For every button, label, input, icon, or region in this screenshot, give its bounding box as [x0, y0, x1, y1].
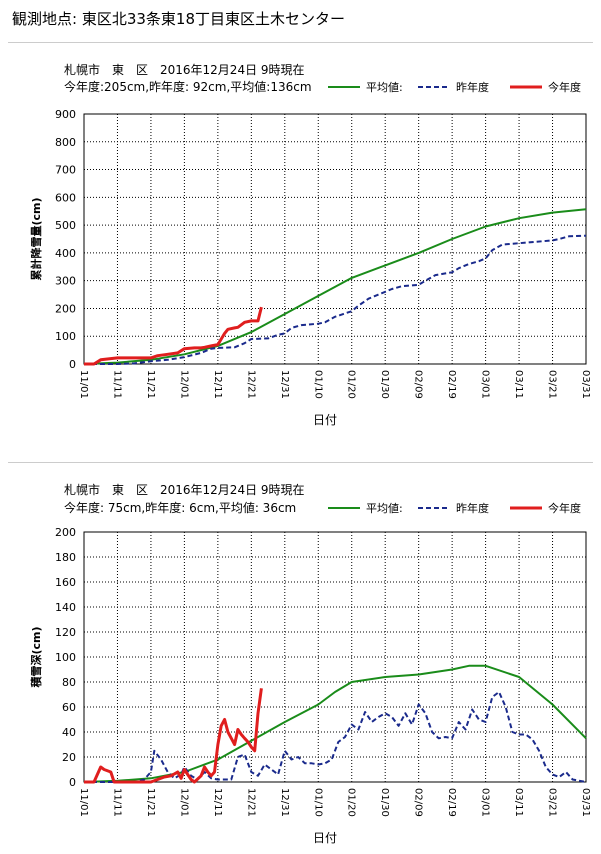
y-tick-label: 40 [62, 726, 76, 739]
x-tick-label: 03/01 [480, 788, 491, 817]
y-tick-label: 400 [55, 247, 76, 260]
y-tick-label: 500 [55, 219, 76, 232]
y-tick-label: 80 [62, 676, 76, 689]
chart-subtitle: 今年度:205cm,昨年度: 92cm,平均値:136cm [64, 79, 312, 94]
y-tick-label: 700 [55, 164, 76, 177]
x-tick-label: 12/21 [245, 370, 256, 399]
y-axis-label: 積雪深(cm) [29, 626, 43, 688]
y-tick-label: 200 [55, 526, 76, 539]
x-tick-label: 02/19 [446, 370, 457, 399]
chart-subtitle: 今年度: 75cm,昨年度: 6cm,平均値: 36cm [64, 500, 296, 515]
y-tick-label: 180 [55, 551, 76, 564]
x-tick-label: 01/20 [346, 370, 357, 399]
x-tick-label: 12/01 [178, 370, 189, 399]
plot-frame [83, 113, 587, 365]
x-tick-label: 11/01 [78, 788, 89, 817]
x-tick-label: 03/31 [580, 788, 591, 817]
x-tick-label: 11/01 [78, 370, 89, 399]
y-tick-label: 100 [55, 330, 76, 343]
x-tick-label: 11/11 [111, 370, 122, 399]
page-title: 観測地点: 東区北33条東18丁目東区土木センター [12, 10, 345, 28]
legend-label: 今年度 [548, 501, 581, 515]
legend-label: 平均値: [366, 502, 403, 515]
divider-middle [8, 462, 593, 463]
chart-title: 札幌市 東 区 2016年12月24日 9時現在 [64, 62, 305, 77]
y-tick-label: 120 [55, 626, 76, 639]
legend-label: 平均値: [366, 81, 403, 94]
x-tick-label: 03/21 [547, 788, 558, 817]
x-tick-label: 02/09 [413, 788, 424, 817]
y-tick-label: 0 [69, 358, 76, 371]
y-tick-label: 200 [55, 302, 76, 315]
x-tick-label: 11/21 [145, 370, 156, 399]
y-tick-label: 60 [62, 701, 76, 714]
chart-title: 札幌市 東 区 2016年12月24日 9時現在 [64, 482, 305, 497]
y-tick-label: 600 [55, 191, 76, 204]
x-tick-label: 01/10 [312, 788, 323, 817]
y-axis-label: 累計降雪量(cm) [29, 197, 43, 280]
legend-label: 今年度 [548, 80, 581, 94]
series-line-this-year [84, 306, 263, 366]
y-tick-label: 900 [55, 108, 76, 121]
y-tick-label: 140 [55, 601, 76, 614]
legend-label: 昨年度 [456, 80, 489, 94]
x-tick-label: 03/21 [547, 370, 558, 399]
x-tick-label: 01/10 [312, 370, 323, 399]
x-tick-label: 01/30 [379, 370, 390, 399]
x-tick-label: 11/11 [111, 788, 122, 817]
y-tick-label: 160 [55, 576, 76, 589]
series-line-last-year [84, 691, 587, 783]
x-tick-label: 12/11 [212, 370, 223, 399]
x-axis-label: 日付 [313, 831, 337, 845]
x-tick-label: 03/31 [580, 370, 591, 399]
y-tick-label: 300 [55, 275, 76, 288]
legend-label: 昨年度 [456, 501, 489, 515]
y-tick-label: 0 [69, 776, 76, 789]
series-line-last-year [84, 234, 587, 365]
x-tick-label: 12/31 [279, 788, 290, 817]
x-axis-label: 日付 [313, 413, 337, 427]
x-tick-label: 12/01 [178, 788, 189, 817]
series-line-this-year [84, 688, 263, 784]
x-tick-label: 12/31 [279, 370, 290, 399]
x-tick-label: 01/30 [379, 788, 390, 817]
y-tick-label: 100 [55, 651, 76, 664]
series-line-average [83, 208, 587, 365]
divider-top [8, 42, 593, 43]
x-tick-label: 11/21 [145, 788, 156, 817]
x-tick-label: 03/11 [513, 370, 524, 399]
x-tick-label: 02/19 [446, 788, 457, 817]
x-tick-label: 01/20 [346, 788, 357, 817]
y-tick-label: 20 [62, 751, 76, 764]
x-tick-label: 12/21 [245, 788, 256, 817]
x-tick-label: 02/09 [413, 370, 424, 399]
y-tick-label: 800 [55, 136, 76, 149]
x-tick-label: 03/11 [513, 788, 524, 817]
x-tick-label: 03/01 [480, 370, 491, 399]
x-tick-label: 12/11 [212, 788, 223, 817]
